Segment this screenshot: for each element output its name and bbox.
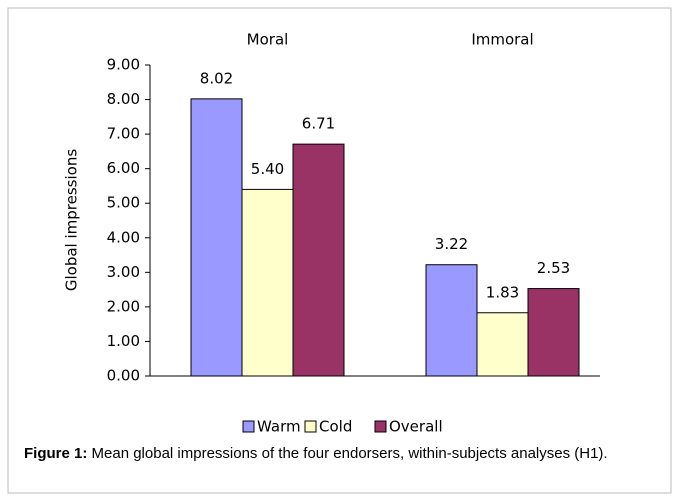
y-tick-label: 9.00 [107, 56, 140, 74]
data-label: 1.83 [486, 283, 519, 301]
frame [7, 7, 672, 494]
legend-swatch [242, 420, 255, 433]
y-tick-label: 4.00 [107, 228, 140, 246]
y-tick-label: 2.00 [107, 297, 140, 315]
category-label: Moral [247, 31, 289, 49]
y-tick-label: 0.00 [107, 367, 140, 385]
data-label: 2.53 [537, 259, 570, 277]
y-tick-label: 6.00 [107, 159, 140, 177]
legend-label: Cold [319, 418, 352, 436]
data-label: 3.22 [435, 235, 468, 253]
data-label: 6.71 [302, 115, 335, 133]
y-tick-label: 8.00 [107, 90, 140, 108]
bar [190, 98, 243, 377]
caption-label: Figure 1: [24, 445, 88, 462]
y-tick-label: 7.00 [107, 125, 140, 143]
bar [527, 288, 580, 377]
y-tick-label: 3.00 [107, 263, 140, 281]
legend-swatch [304, 420, 317, 433]
legend-swatch [374, 420, 387, 433]
y-tick-label: 5.00 [107, 194, 140, 212]
data-label: 8.02 [200, 69, 233, 87]
data-label: 5.40 [251, 160, 284, 178]
bar [425, 264, 478, 377]
legend-label: Warm [257, 418, 301, 436]
bar [241, 188, 294, 377]
caption-text: Mean global impressions of the four endo… [91, 445, 608, 462]
legend-label: Overall [389, 418, 443, 436]
caption: Figure 1: Mean global impressions of the… [24, 444, 654, 464]
bar [476, 312, 529, 377]
y-tick-label: 1.00 [107, 332, 140, 350]
y-axis-label: Global impressions [63, 149, 81, 291]
category-label: Immoral [471, 31, 533, 49]
bar [292, 143, 345, 377]
